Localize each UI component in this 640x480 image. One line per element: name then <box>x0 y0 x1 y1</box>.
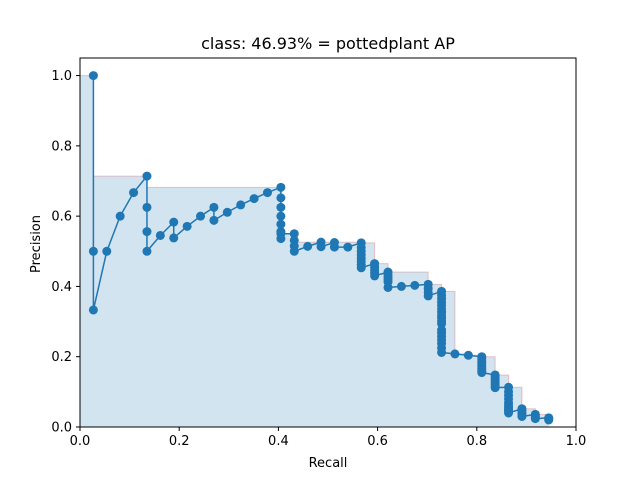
data-point <box>142 171 152 181</box>
data-point <box>544 415 554 425</box>
data-point <box>88 305 98 315</box>
y-axis-label: Precision <box>29 215 44 273</box>
x-tick-label: 0.8 <box>466 434 487 449</box>
y-tick-label: 0.4 <box>51 280 72 295</box>
data-point <box>396 281 406 291</box>
y-tick-label: 0.6 <box>51 210 72 225</box>
data-point <box>142 246 152 256</box>
data-point <box>530 414 540 424</box>
data-point <box>276 211 286 221</box>
data-point <box>343 242 353 252</box>
data-point <box>289 229 299 239</box>
y-tick-label: 0.8 <box>51 139 72 154</box>
data-point <box>276 193 286 203</box>
data-point <box>276 229 286 239</box>
x-tick-label: 1.0 <box>566 434 587 449</box>
plot-area <box>80 71 554 428</box>
x-axis-label: Recall <box>309 456 348 471</box>
data-point <box>209 215 219 225</box>
data-point <box>236 200 246 210</box>
data-point <box>504 408 514 418</box>
data-point <box>276 202 286 212</box>
data-point <box>289 246 299 256</box>
data-point <box>477 368 487 378</box>
data-point <box>423 291 433 301</box>
data-point <box>182 221 192 231</box>
data-point <box>356 263 366 273</box>
axes: 0.0 0.2 0.4 0.6 0.8 1.0 0.0 0.2 0.4 0.6 0.8 1.0 <box>51 57 587 449</box>
data-point <box>437 319 447 329</box>
data-point <box>169 217 179 227</box>
data-point <box>115 211 125 221</box>
data-point <box>102 246 112 256</box>
y-tick-label: 0.0 <box>51 421 72 436</box>
axes-frame <box>79 57 577 428</box>
data-point <box>329 242 339 252</box>
data-point <box>169 233 179 243</box>
x-tick-label: 0.0 <box>70 434 91 449</box>
data-point <box>490 383 500 393</box>
data-point <box>303 241 313 251</box>
data-point <box>410 280 420 290</box>
data-point <box>209 202 219 212</box>
envelope-area <box>80 75 549 428</box>
data-point <box>276 182 286 192</box>
y-tick-label: 0.2 <box>51 350 72 365</box>
data-point <box>142 202 152 212</box>
x-tick-label: 0.2 <box>169 434 190 449</box>
data-point <box>249 194 259 204</box>
x-tick-label: 0.4 <box>268 434 289 449</box>
data-point <box>450 349 460 359</box>
data-point <box>316 242 326 252</box>
data-point <box>517 411 527 421</box>
y-tick-label: 1.0 <box>51 69 72 84</box>
data-point <box>142 227 152 237</box>
data-point <box>222 207 232 217</box>
data-point <box>276 219 286 229</box>
x-tick-label: 0.6 <box>367 434 388 449</box>
data-point <box>88 71 98 81</box>
data-point <box>383 282 393 292</box>
data-point <box>262 188 272 198</box>
data-point <box>155 230 165 240</box>
data-point <box>437 348 447 357</box>
data-point <box>196 211 206 221</box>
data-point <box>129 188 139 198</box>
data-point <box>370 271 380 281</box>
data-point <box>463 350 473 360</box>
chart-title: class: 46.93% = pottedplant AP <box>201 34 455 53</box>
data-point <box>88 246 98 256</box>
